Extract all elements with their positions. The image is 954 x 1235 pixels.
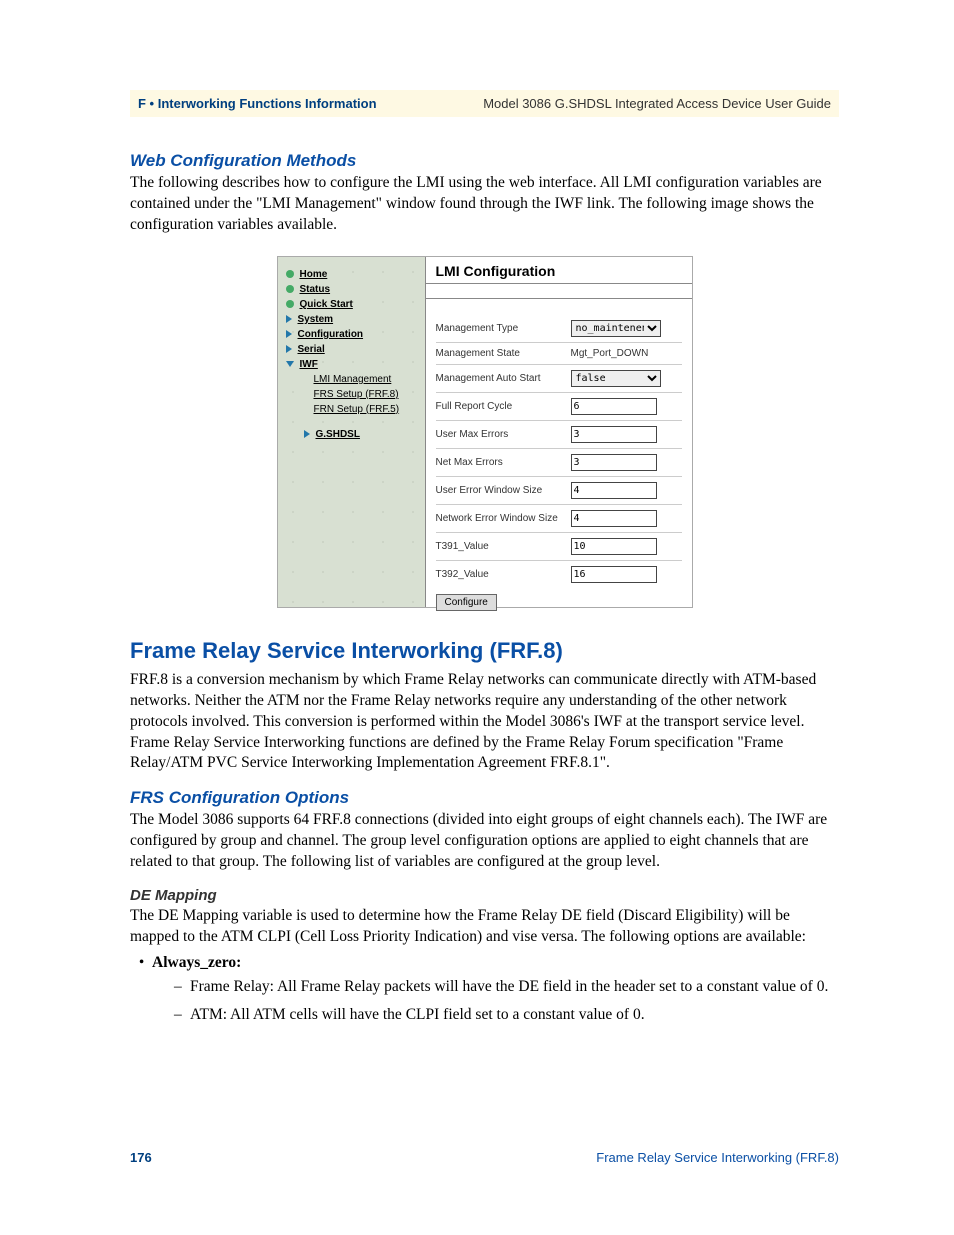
config-row: Management Auto Startfalse — [436, 365, 682, 393]
nav-link[interactable]: Serial — [298, 344, 325, 355]
config-select[interactable]: false — [571, 370, 661, 387]
nav-subitems: LMI Management FRS Setup (FRF.8) FRN Setup… — [286, 372, 425, 417]
config-row: Net Max Errors — [436, 449, 682, 477]
triangle-icon — [304, 430, 310, 438]
config-row: User Max Errors — [436, 421, 682, 449]
configure-button[interactable]: Configure — [436, 594, 497, 611]
config-input[interactable] — [571, 510, 657, 527]
config-input[interactable] — [571, 398, 657, 415]
nav-item[interactable]: System — [286, 312, 425, 327]
config-label: T391_Value — [436, 541, 571, 552]
page-footer: 176 Frame Relay Service Interworking (FR… — [130, 1150, 839, 1165]
bullet-icon — [286, 285, 294, 293]
nav-link[interactable]: Status — [300, 284, 331, 295]
config-text: Mgt_Port_DOWN — [571, 348, 649, 359]
header-bar: F • Interworking Functions Information M… — [130, 90, 839, 117]
config-input[interactable] — [571, 482, 657, 499]
nav-sublink[interactable]: FRS Setup (FRF.8) — [314, 389, 399, 400]
nav-gshdsl-link[interactable]: G.SHDSL — [316, 429, 360, 440]
config-row: Network Error Window Size — [436, 505, 682, 533]
nav-item[interactable]: Home — [286, 267, 425, 282]
config-label: User Max Errors — [436, 429, 571, 440]
nav-gshdsl: G.SHDSL — [286, 427, 425, 442]
config-row: Management StateMgt_Port_DOWN — [436, 343, 682, 365]
screenshot-nav: Home Status Quick Start System Configuration… — [278, 257, 426, 607]
de-mapping-body: The DE Mapping variable is used to deter… — [130, 906, 839, 948]
config-input[interactable] — [571, 566, 657, 583]
config-label: Management Type — [436, 323, 571, 334]
nav-link[interactable]: System — [298, 314, 334, 325]
tri-icon — [286, 315, 292, 323]
nav-item[interactable]: Status — [286, 282, 425, 297]
config-row: T392_Value — [436, 561, 682, 588]
tri-icon — [286, 330, 292, 338]
nav-link[interactable]: Home — [300, 269, 328, 280]
config-select[interactable]: no_maintenence — [571, 320, 661, 337]
bullet-icon — [286, 270, 294, 278]
dash-item-atm: ATM: All ATM cells will have the CLPI fi… — [174, 1006, 839, 1024]
config-label: User Error Window Size — [436, 485, 571, 496]
nav-item[interactable]: Quick Start — [286, 297, 425, 312]
config-label: Management State — [436, 348, 571, 359]
nav-item[interactable]: Configuration — [286, 327, 425, 342]
nav-sublink[interactable]: LMI Management — [314, 374, 392, 385]
tri-icon — [286, 345, 292, 353]
frs-config-body: The Model 3086 supports 64 FRF.8 connect… — [130, 810, 839, 873]
frf8-body: FRF.8 is a conversion mechanism by which… — [130, 670, 839, 775]
config-row: User Error Window Size — [436, 477, 682, 505]
nav-item[interactable]: Serial — [286, 342, 425, 357]
config-label: Full Report Cycle — [436, 401, 571, 412]
nav-link[interactable]: Quick Start — [300, 299, 353, 310]
nav-link[interactable]: IWF — [300, 359, 318, 370]
web-config-heading: Web Configuration Methods — [130, 151, 839, 171]
de-mapping-heading: DE Mapping — [130, 887, 839, 904]
config-row: Management Typeno_maintenence — [436, 315, 682, 343]
config-input[interactable] — [571, 538, 657, 555]
config-label: Net Max Errors — [436, 457, 571, 468]
config-input[interactable] — [571, 426, 657, 443]
frf8-heading: Frame Relay Service Interworking (FRF.8) — [130, 638, 839, 664]
always-zero-label: Always_zero: — [152, 954, 241, 971]
footer-right: Frame Relay Service Interworking (FRF.8) — [596, 1150, 839, 1165]
config-input[interactable] — [571, 454, 657, 471]
config-table: Management Typeno_maintenenceManagement … — [426, 299, 692, 588]
nav-link[interactable]: Configuration — [298, 329, 364, 340]
nav-item[interactable]: IWF — [286, 357, 425, 372]
nav-sublink[interactable]: FRN Setup (FRF.5) — [314, 404, 400, 415]
dash-list: Frame Relay: All Frame Relay packets wil… — [174, 978, 839, 1024]
frs-config-heading: FRS Configuration Options — [130, 788, 839, 808]
page-number: 176 — [130, 1150, 152, 1165]
lmi-config-title: LMI Configuration — [426, 257, 692, 284]
config-label: Network Error Window Size — [436, 513, 571, 524]
lmi-config-screenshot: Home Status Quick Start System Configuration… — [277, 256, 693, 608]
config-row: T391_Value — [436, 533, 682, 561]
bullet-list: Always_zero: Frame Relay: All Frame Rela… — [152, 954, 839, 1024]
web-config-body: The following describes how to configure… — [130, 173, 839, 236]
tri-down-icon — [286, 361, 294, 367]
config-label: T392_Value — [436, 569, 571, 580]
config-label: Management Auto Start — [436, 373, 571, 384]
dash-item-fr: Frame Relay: All Frame Relay packets wil… — [174, 978, 839, 996]
screenshot-main: LMI Configuration Management Typeno_main… — [426, 257, 692, 607]
header-right: Model 3086 G.SHDSL Integrated Access Dev… — [483, 96, 831, 111]
bullet-icon — [286, 300, 294, 308]
config-row: Full Report Cycle — [436, 393, 682, 421]
header-left: F • Interworking Functions Information — [138, 96, 377, 111]
nav-items: Home Status Quick Start System Configuration… — [286, 267, 425, 372]
